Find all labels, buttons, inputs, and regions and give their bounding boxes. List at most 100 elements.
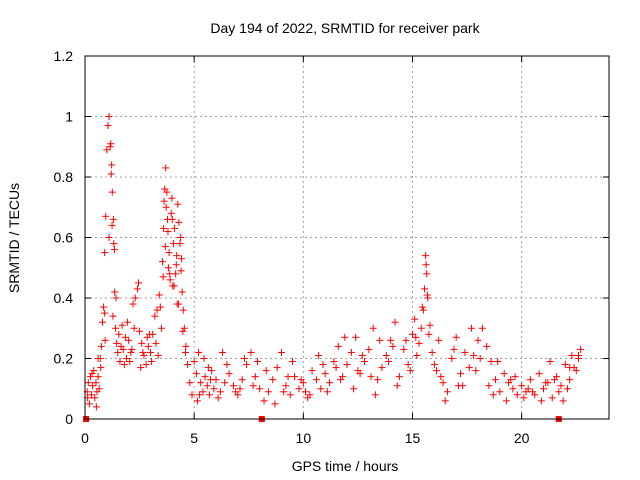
data-point bbox=[273, 364, 281, 372]
data-point bbox=[417, 324, 425, 332]
data-point bbox=[116, 358, 124, 366]
data-point bbox=[221, 379, 229, 387]
data-point bbox=[524, 385, 532, 393]
data-point bbox=[204, 364, 212, 372]
data-point bbox=[454, 382, 462, 390]
data-point bbox=[196, 391, 204, 399]
data-point bbox=[406, 367, 414, 375]
x-tick-label: 15 bbox=[405, 430, 421, 446]
data-point bbox=[112, 324, 120, 332]
data-point bbox=[369, 324, 377, 332]
data-point bbox=[550, 376, 558, 384]
data-point bbox=[190, 358, 198, 366]
data-point bbox=[430, 361, 438, 369]
data-point bbox=[247, 348, 255, 356]
data-point bbox=[494, 358, 502, 366]
data-point bbox=[423, 270, 431, 278]
data-point bbox=[159, 258, 167, 266]
data-point bbox=[426, 321, 434, 329]
data-point bbox=[509, 385, 517, 393]
data-point bbox=[415, 339, 423, 347]
data-point bbox=[109, 312, 117, 320]
data-point bbox=[118, 321, 126, 329]
y-tick-label: 1.2 bbox=[54, 48, 74, 64]
data-point bbox=[347, 348, 355, 356]
data-point bbox=[568, 351, 576, 359]
data-point bbox=[160, 224, 168, 232]
data-point bbox=[319, 361, 327, 369]
data-point bbox=[561, 361, 569, 369]
data-point bbox=[542, 379, 550, 387]
data-point bbox=[97, 342, 105, 350]
data-point bbox=[384, 358, 392, 366]
data-point bbox=[171, 224, 179, 232]
data-point bbox=[106, 143, 114, 151]
data-point bbox=[278, 348, 285, 356]
data-point bbox=[139, 348, 147, 356]
data-point bbox=[201, 373, 209, 381]
data-point bbox=[412, 333, 420, 341]
data-point bbox=[422, 252, 430, 260]
data-point bbox=[343, 361, 351, 369]
data-point bbox=[85, 400, 93, 408]
data-point bbox=[526, 376, 534, 384]
data-point bbox=[136, 327, 144, 335]
data-point bbox=[174, 200, 182, 208]
data-point bbox=[428, 348, 436, 356]
data-point bbox=[97, 364, 105, 372]
data-point bbox=[240, 355, 248, 362]
data-point bbox=[425, 330, 433, 338]
data-point bbox=[166, 276, 174, 284]
data-point bbox=[144, 342, 152, 350]
data-point bbox=[564, 385, 572, 393]
data-point bbox=[178, 255, 186, 263]
data-point bbox=[457, 370, 465, 378]
data-point bbox=[413, 351, 421, 359]
data-point bbox=[105, 113, 113, 120]
data-point bbox=[496, 388, 504, 396]
data-point bbox=[108, 161, 116, 169]
data-point bbox=[264, 388, 272, 396]
data-point bbox=[555, 388, 563, 396]
x-tick-label: 5 bbox=[190, 430, 198, 446]
y-tick-labels: 0 0.2 0.4 0.6 0.8 1 1.2 bbox=[54, 48, 74, 427]
data-point bbox=[389, 342, 397, 350]
data-point bbox=[128, 345, 136, 353]
data-point bbox=[566, 364, 574, 372]
data-point bbox=[156, 303, 164, 311]
data-point bbox=[203, 382, 211, 390]
data-point bbox=[92, 379, 100, 387]
data-point bbox=[94, 373, 102, 381]
data-point bbox=[140, 351, 148, 359]
data-point bbox=[306, 391, 314, 399]
x-tick-label: 0 bbox=[81, 430, 89, 446]
data-point bbox=[145, 330, 153, 338]
data-point bbox=[511, 373, 519, 381]
data-point bbox=[448, 355, 456, 362]
data-point bbox=[121, 333, 129, 341]
data-point bbox=[302, 388, 310, 396]
data-point bbox=[400, 345, 408, 353]
data-point bbox=[269, 376, 277, 384]
data-point bbox=[134, 279, 142, 287]
data-point bbox=[295, 385, 303, 393]
data-point bbox=[467, 324, 475, 332]
data-point bbox=[115, 330, 123, 338]
data-point bbox=[286, 391, 294, 399]
data-point bbox=[282, 382, 290, 390]
data-point bbox=[229, 382, 237, 390]
data-point bbox=[371, 391, 379, 399]
data-point bbox=[154, 351, 162, 359]
data-point bbox=[262, 367, 270, 375]
y-tick-label: 0.4 bbox=[54, 290, 74, 306]
data-point bbox=[557, 382, 565, 390]
data-point bbox=[253, 358, 261, 366]
data-point bbox=[108, 188, 116, 196]
data-point bbox=[443, 388, 451, 396]
data-point bbox=[122, 355, 130, 362]
data-point bbox=[126, 358, 134, 366]
data-point bbox=[330, 358, 338, 366]
data-point bbox=[437, 373, 445, 381]
data-point bbox=[148, 358, 156, 366]
data-point bbox=[169, 240, 177, 248]
